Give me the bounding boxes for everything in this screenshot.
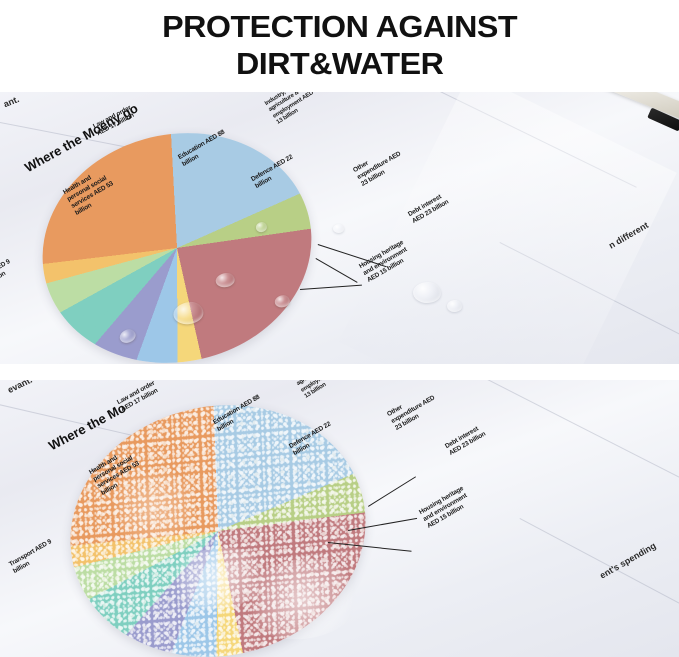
- panel-divider: [0, 364, 679, 380]
- photo-panel-water: ant. n different Where the Moeny go Law …: [0, 92, 679, 368]
- pie-chart-top: [36, 119, 318, 368]
- headline-line-2: DIRT&WATER: [235, 46, 444, 81]
- headline-line-1: PROTECTION AGAINST: [162, 9, 517, 45]
- headline-banner: PROTECTION AGAINST DIRT&WATER: [0, 0, 679, 92]
- photo-panel-dirt: evant. ent's spending Where the Mo Law a…: [0, 378, 679, 657]
- pie-disc: [36, 119, 318, 368]
